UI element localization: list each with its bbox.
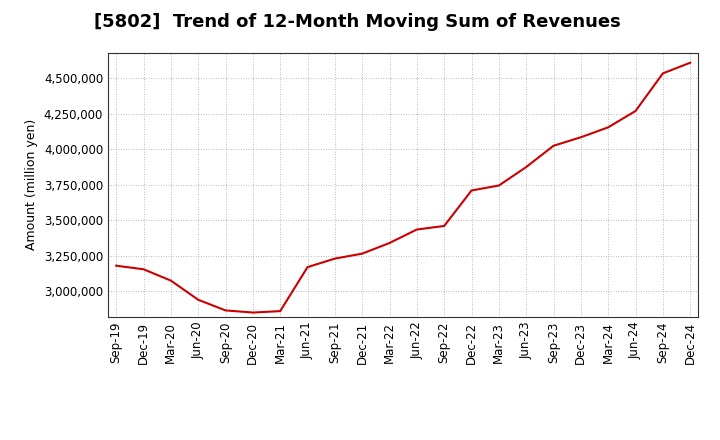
Text: [5802]  Trend of 12-Month Moving Sum of Revenues: [5802] Trend of 12-Month Moving Sum of R… xyxy=(94,13,621,31)
Y-axis label: Amount (million yen): Amount (million yen) xyxy=(25,119,38,250)
